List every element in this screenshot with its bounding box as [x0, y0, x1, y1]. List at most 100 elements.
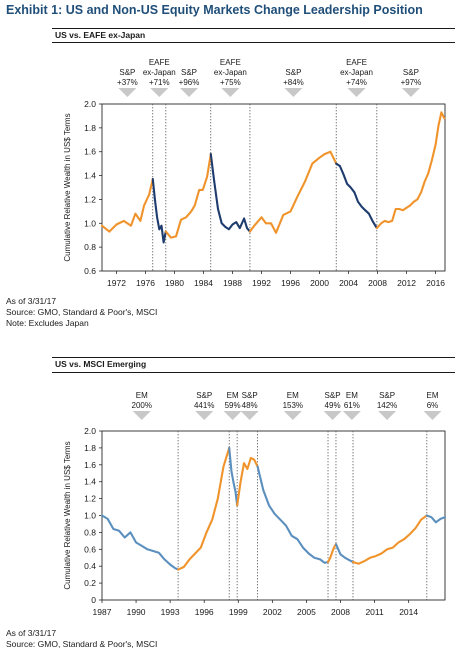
chart-2-y-tick-label: 1.4: [84, 477, 96, 487]
chart-2-x-tick-label: 1987: [93, 607, 112, 617]
chart-1-x-tick-label: 2012: [397, 278, 416, 288]
chart-1-x-tick-label: 1976: [136, 278, 155, 288]
chart-2-series-em-lead: [228, 446, 239, 507]
chart-2-x-tick-label: 1990: [127, 607, 146, 617]
chart-2-annotation-arrow: [423, 411, 442, 420]
notes-bottom: As of 3/31/17 Source: GMO, Standard & Po…: [6, 628, 157, 650]
chart-1-series-nonus-lead: [335, 162, 378, 230]
chart-2-y-axis-title: Cumulative Relative Wealth in US$ Terms: [63, 441, 72, 589]
chart-1-x-tick-label: 2004: [339, 278, 358, 288]
chart-1-annotation-label: ex-Japan: [214, 68, 247, 77]
panel-2-top-rule: [52, 357, 455, 358]
panel-1-title: US vs. EAFE ex-Japan: [55, 30, 146, 40]
chart-2-series-us-lead: [236, 456, 259, 507]
chart-2-x-tick-label: 2011: [365, 607, 384, 617]
chart-2-annotation-arrow: [342, 411, 361, 420]
chart-2-annotation-label: S&P: [379, 391, 395, 400]
chart-1-series-nonus-lead: [151, 178, 167, 244]
chart-1-y-tick-label: 1.2: [84, 194, 96, 204]
chart-1-series-nonus-lead: [209, 153, 251, 233]
chart-2-annotation-label: 153%: [283, 401, 303, 410]
chart-1-annotation-label: S&P: [285, 68, 301, 77]
chart-1-series-us-lead: [375, 111, 446, 230]
chart-2-annotation-label: 59%: [225, 401, 241, 410]
chart-1-annotation-label: +37%: [117, 78, 138, 87]
note-as-of: As of 3/31/17: [6, 296, 57, 306]
chart-2-x-tick-label: 2008: [331, 607, 350, 617]
chart-1-annotation-arrow: [284, 88, 303, 97]
chart-1-x-tick-label: 1992: [252, 278, 271, 288]
chart-1-x-tick-label: 1988: [223, 278, 242, 288]
chart-1-annotation-label: +84%: [283, 78, 304, 87]
chart-1-annotation-label: +71%: [149, 78, 170, 87]
chart-1-plot-frame: [101, 103, 446, 272]
chart-1-x-tick-label: 1984: [194, 278, 213, 288]
chart-1-x-tick-label: 1972: [107, 278, 126, 288]
chart-1-y-tick-label: 1.6: [84, 147, 96, 157]
chart-1-annotation-label: S&P: [119, 68, 135, 77]
exhibit-title: Exhibit 1: US and Non-US Equity Markets …: [6, 3, 423, 17]
chart-2-annotation-label: 142%: [377, 401, 397, 410]
chart-1-y-tick-label: 0.6: [84, 266, 96, 276]
chart-1-annotation-arrow: [347, 88, 366, 97]
chart-2-annotation-arrow: [283, 411, 302, 420]
chart-1-x-tick-label: 2008: [368, 278, 387, 288]
chart-2-series-em-lead: [256, 465, 330, 564]
note-excludes: Note: Excludes Japan: [6, 318, 89, 328]
chart-2-y-tick-label: 0.2: [84, 578, 96, 588]
chart-1-x-tick-label: 2000: [310, 278, 329, 288]
chart-1-annotation-label: +74%: [346, 78, 367, 87]
chart-2-x-tick-label: 1999: [229, 607, 248, 617]
chart-2-annotation-label: S&P: [242, 391, 258, 400]
chart-2-x-tick-label: 2005: [297, 607, 316, 617]
chart-2-annotation-label: 441%: [194, 401, 214, 410]
chart-1-y-tick-label: 0.8: [84, 242, 96, 252]
chart-2-series-us-lead: [326, 543, 338, 564]
chart-1-y-tick-label: 1.0: [84, 218, 96, 228]
chart-2-y-tick-label: 2.0: [84, 426, 96, 436]
chart-1-annotation-arrow: [150, 88, 169, 97]
chart-2-annotation-arrow: [223, 411, 242, 420]
chart-2-annotation-label: S&P: [196, 391, 212, 400]
chart-2-y-tick-label: 1.6: [84, 460, 96, 470]
chart-1-annotation-label: +97%: [401, 78, 422, 87]
chart-2-annotation-label: 61%: [344, 401, 360, 410]
chart-2-y-tick-label: 1.2: [84, 494, 96, 504]
chart-1-y-tick-label: 1.8: [84, 123, 96, 133]
chart-2-annotation-label: EM: [136, 391, 148, 400]
chart-1-x-tick-label: 1980: [165, 278, 184, 288]
panel-1-top-rule: [52, 28, 455, 29]
chart-2-annotation-label: EM: [227, 391, 239, 400]
chart-2-annotation-label: 200%: [132, 401, 152, 410]
chart-1-annotation-label: S&P: [403, 68, 419, 77]
chart-2-annotation-arrow: [323, 411, 342, 420]
chart-2-series-em-lead: [100, 514, 180, 571]
chart-2-annotation-arrow: [240, 411, 259, 420]
chart-1-annotation-label: ex-Japan: [143, 68, 176, 77]
chart-1-annotation-label: +96%: [179, 78, 200, 87]
chart-2-y-tick-label: 0.4: [84, 561, 96, 571]
panel-1-header-rule: [52, 42, 455, 43]
chart-1-annotation-arrow: [118, 88, 137, 97]
chart-1-annotation-label: ex-Japan: [340, 68, 373, 77]
chart-2-annotation-arrow: [195, 411, 214, 420]
chart-2-x-tick-label: 1996: [195, 607, 214, 617]
note-source: Source: GMO, Standard & Poor's, MSCI: [6, 639, 158, 649]
chart-2-annotation-arrow: [132, 411, 151, 420]
chart-2-series-em-lead: [334, 543, 355, 564]
chart-2-x-tick-label: 2002: [263, 607, 282, 617]
chart-2-annotation-label: EM: [287, 391, 299, 400]
chart-2-y-tick-label: 0.8: [84, 527, 96, 537]
chart-2-annotation-label: EM: [427, 391, 439, 400]
chart-2-annotation-label: EM: [346, 391, 358, 400]
chart-1-series-us-lead: [100, 178, 154, 233]
chart-1-annotation-label: +75%: [220, 78, 241, 87]
chart-2-annotation-label: 6%: [427, 401, 439, 410]
chart-2-plot-frame: [101, 430, 446, 601]
chart-2-series-us-lead: [351, 514, 428, 565]
panel-2-title: US vs. MSCI Emerging: [55, 359, 147, 369]
chart-1-y-tick-label: 2.0: [84, 99, 96, 109]
chart-1-x-tick-label: 1996: [281, 278, 300, 288]
notes-top: As of 3/31/17 Source: GMO, Standard & Po…: [6, 296, 157, 329]
note-as-of: As of 3/31/17: [6, 628, 57, 638]
